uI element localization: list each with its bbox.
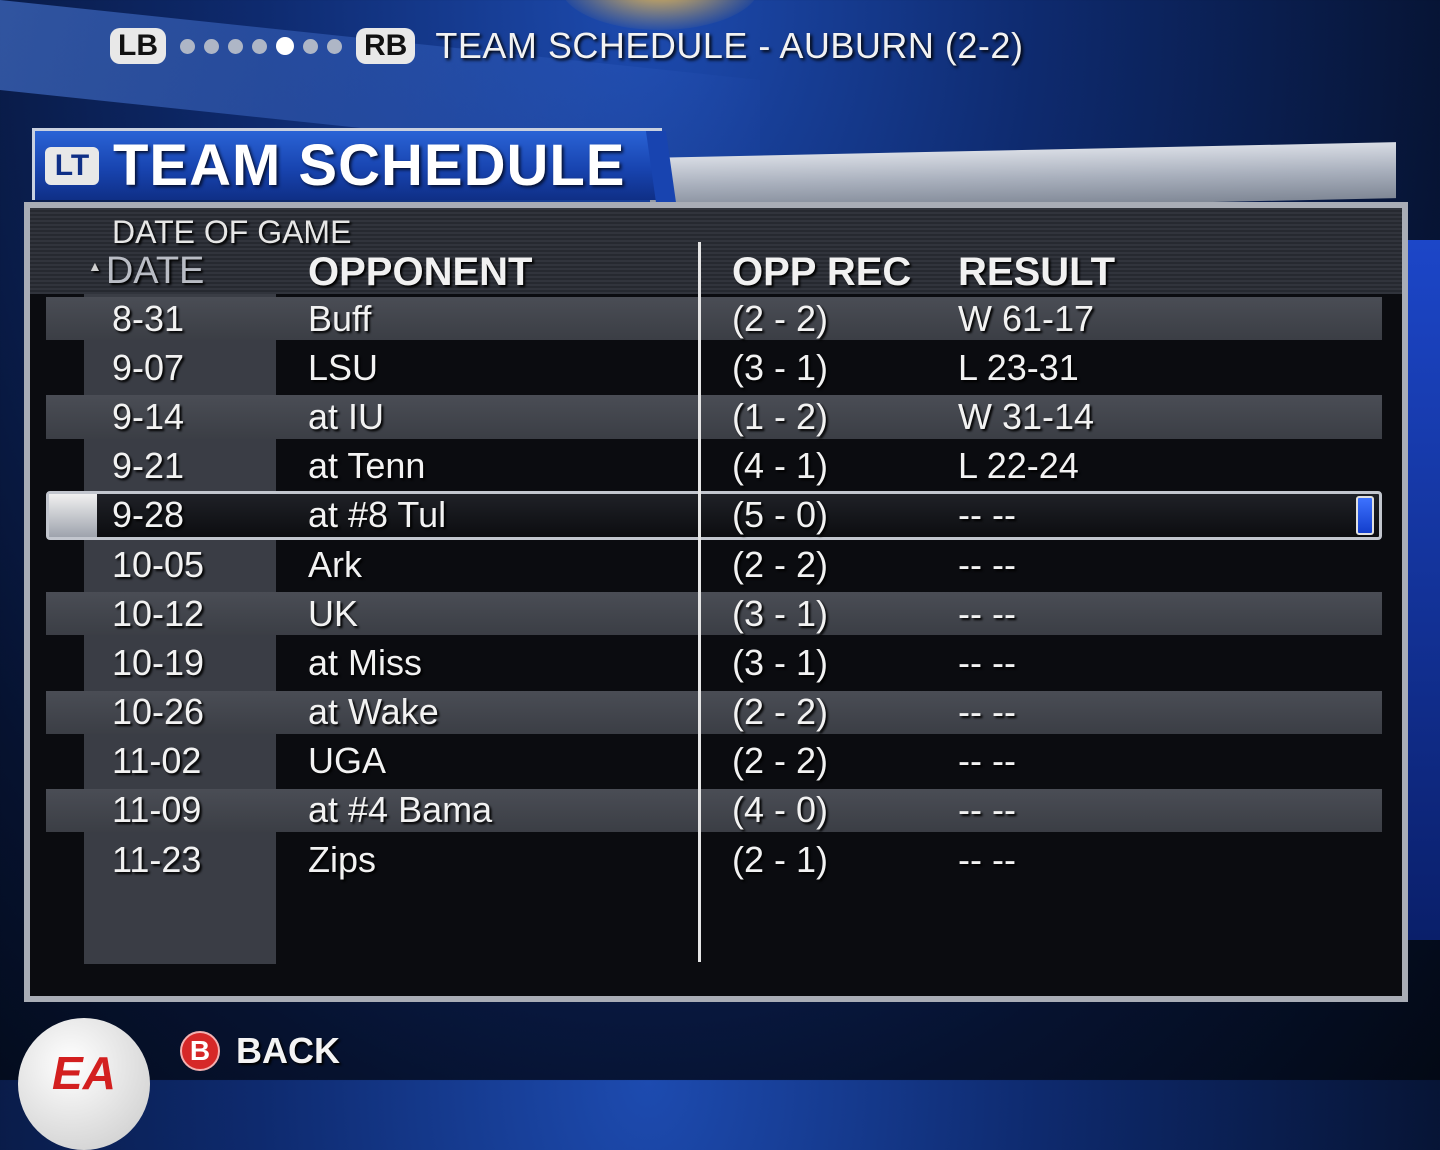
sort-sublabel: DATE OF GAME — [112, 214, 352, 250]
game-opp-record: (2 - 1) — [732, 838, 829, 880]
selection-cap — [49, 493, 97, 537]
schedule-row[interactable]: 10-05 Ark (2 - 2) -- -- — [46, 540, 1382, 589]
column-header-opp-rec[interactable]: OPP REC — [732, 250, 912, 294]
page-dot — [228, 38, 243, 54]
game-opp-record: (3 - 1) — [732, 592, 829, 634]
game-opponent: at Tenn — [308, 445, 426, 487]
game-result: -- -- — [958, 592, 1016, 634]
schedule-row[interactable]: 11-02 UGA (2 - 2) -- -- — [46, 737, 1382, 786]
game-date: 10-05 — [112, 543, 205, 585]
game-date: 11-09 — [112, 789, 202, 831]
game-date: 10-19 — [112, 641, 205, 683]
schedule-row[interactable]: 11-23 Zips (2 - 1) -- -- — [46, 835, 1382, 884]
game-opponent: at Wake — [308, 691, 439, 733]
game-result: -- -- — [958, 641, 1016, 683]
back-button[interactable]: B BACK — [180, 1030, 340, 1072]
game-date: 9-07 — [112, 346, 185, 388]
page-title: TEAM SCHEDULE — [113, 133, 626, 198]
game-result: -- -- — [958, 691, 1016, 733]
game-result: -- -- — [958, 494, 1016, 536]
game-result: -- -- — [958, 740, 1016, 782]
game-opponent: at #4 Bama — [308, 789, 493, 831]
lb-bumper-button[interactable]: LB — [110, 28, 166, 64]
page-dot — [327, 38, 342, 54]
top-navigation: LB RB TEAM SCHEDULE - AUBURN (2-2) — [110, 22, 1023, 70]
game-opp-record: (5 - 0) — [732, 494, 829, 536]
page-dot — [204, 38, 219, 54]
schedule-list: 8-31 Buff (2 - 2) W 61-17 9-07 LSU (3 - 1) L 23… — [46, 294, 1382, 884]
game-opp-record: (3 - 1) — [732, 641, 829, 683]
game-opponent: LSU — [308, 346, 379, 388]
game-date: 9-14 — [112, 395, 185, 437]
game-date: 10-12 — [112, 592, 205, 634]
game-opp-record: (4 - 0) — [732, 789, 829, 831]
page-dot — [303, 38, 318, 54]
schedule-header-tab[interactable]: LT TEAM SCHEDULE — [32, 128, 662, 200]
schedule-row[interactable]: 9-21 at Tenn (4 - 1) L 22-24 — [46, 442, 1382, 491]
game-opponent: at #8 Tul — [308, 494, 447, 536]
column-header-bar — [30, 208, 1402, 294]
schedule-panel: DATE OF GAME DATE OPPONENT OPP REC RESUL… — [24, 202, 1408, 1002]
ea-logo-text: EA — [52, 1047, 116, 1099]
game-opponent: Zips — [308, 838, 377, 880]
game-opp-record: (2 - 2) — [732, 543, 829, 585]
game-date: 11-23 — [112, 838, 202, 880]
game-date: 8-31 — [112, 297, 185, 339]
page-indicator — [180, 37, 342, 55]
game-date: 9-28 — [112, 494, 185, 536]
rb-bumper-button[interactable]: RB — [356, 28, 416, 64]
game-opponent: UK — [308, 592, 359, 634]
page-dot — [180, 38, 195, 54]
schedule-row[interactable]: 9-14 at IU (1 - 2) W 31-14 — [46, 392, 1382, 441]
b-button-icon: B — [180, 1031, 220, 1071]
schedule-row[interactable]: 11-09 at #4 Bama (4 - 0) -- -- — [46, 786, 1382, 835]
game-result: -- -- — [958, 789, 1016, 831]
game-opp-record: (1 - 2) — [732, 395, 829, 437]
schedule-row[interactable]: 9-07 LSU (3 - 1) L 23-31 — [46, 343, 1382, 392]
game-result: L 23-31 — [958, 346, 1079, 388]
game-opponent: Buff — [308, 297, 372, 339]
game-opponent: at IU — [308, 395, 385, 437]
game-result: W 31-14 — [958, 395, 1095, 437]
schedule-row[interactable]: 10-26 at Wake (2 - 2) -- -- — [46, 688, 1382, 737]
game-opp-record: (3 - 1) — [732, 346, 829, 388]
lt-trigger-icon: LT — [45, 146, 99, 185]
page-dot — [252, 38, 267, 54]
game-date: 10-26 — [112, 691, 205, 733]
game-opp-record: (4 - 1) — [732, 445, 829, 487]
column-divider — [698, 242, 701, 962]
game-opponent: at Miss — [308, 641, 423, 683]
schedule-row[interactable]: 10-12 UK (3 - 1) -- -- — [46, 589, 1382, 638]
schedule-row[interactable]: 10-19 at Miss (3 - 1) -- -- — [46, 638, 1382, 687]
schedule-row-selected[interactable]: 9-28 at #8 Tul (5 - 0) -- -- — [46, 490, 1382, 541]
game-opp-record: (2 - 2) — [732, 691, 829, 733]
column-header-opponent[interactable]: OPPONENT — [308, 250, 533, 294]
screen-title: TEAM SCHEDULE - AUBURN (2-2) — [435, 25, 1024, 66]
game-opponent: UGA — [308, 740, 387, 782]
game-date: 9-21 — [112, 445, 185, 487]
game-opp-record: (2 - 2) — [732, 740, 829, 782]
column-header-result[interactable]: RESULT — [958, 250, 1116, 294]
game-date: 11-02 — [112, 740, 202, 782]
game-opp-record: (2 - 2) — [732, 297, 829, 339]
game-result: W 61-17 — [958, 297, 1095, 339]
ea-logo: EA — [18, 1018, 150, 1150]
game-opponent: Ark — [308, 543, 362, 585]
game-result: -- -- — [958, 838, 1016, 880]
game-result: -- -- — [958, 543, 1016, 585]
back-label: BACK — [236, 1030, 340, 1071]
page-dot-active — [276, 37, 294, 55]
column-header-date[interactable]: DATE — [88, 250, 205, 293]
selection-end-marker — [1356, 495, 1374, 535]
game-result: L 22-24 — [958, 445, 1079, 487]
schedule-row[interactable]: 8-31 Buff (2 - 2) W 61-17 — [46, 294, 1382, 343]
